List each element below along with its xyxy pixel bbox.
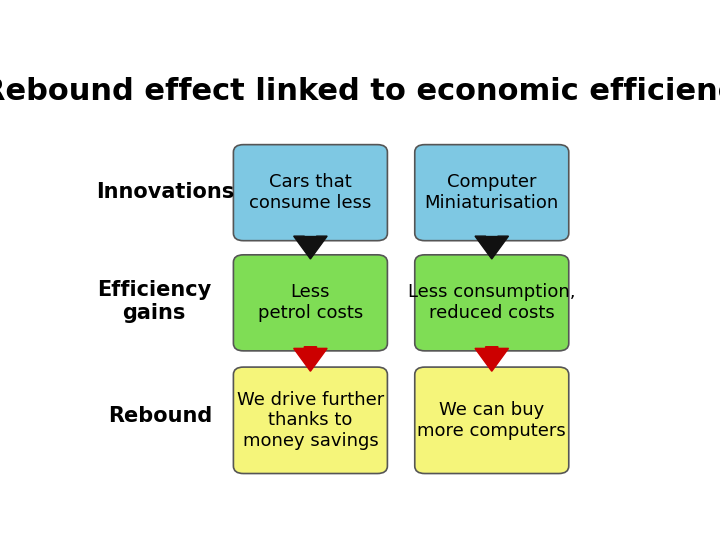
Text: Rebound: Rebound — [107, 406, 212, 426]
Polygon shape — [475, 347, 508, 371]
Polygon shape — [294, 347, 327, 371]
Text: Less consumption,
reduced costs: Less consumption, reduced costs — [408, 284, 575, 322]
Text: Efficiency
gains: Efficiency gains — [97, 280, 211, 323]
FancyBboxPatch shape — [415, 367, 569, 474]
Text: Computer
Miniaturisation: Computer Miniaturisation — [425, 173, 559, 212]
Text: Cars that
consume less: Cars that consume less — [249, 173, 372, 212]
Polygon shape — [294, 236, 327, 259]
Text: We drive further
thanks to
money savings: We drive further thanks to money savings — [237, 390, 384, 450]
Text: We can buy
more computers: We can buy more computers — [418, 401, 566, 440]
Text: Less
petrol costs: Less petrol costs — [258, 284, 363, 322]
FancyBboxPatch shape — [415, 255, 569, 351]
Text: Innovations: Innovations — [96, 181, 235, 201]
FancyBboxPatch shape — [233, 145, 387, 241]
FancyBboxPatch shape — [233, 255, 387, 351]
Text: Rebound effect linked to economic efficiency: Rebound effect linked to economic effici… — [0, 77, 720, 106]
FancyBboxPatch shape — [415, 145, 569, 241]
Polygon shape — [475, 236, 508, 259]
FancyBboxPatch shape — [233, 367, 387, 474]
